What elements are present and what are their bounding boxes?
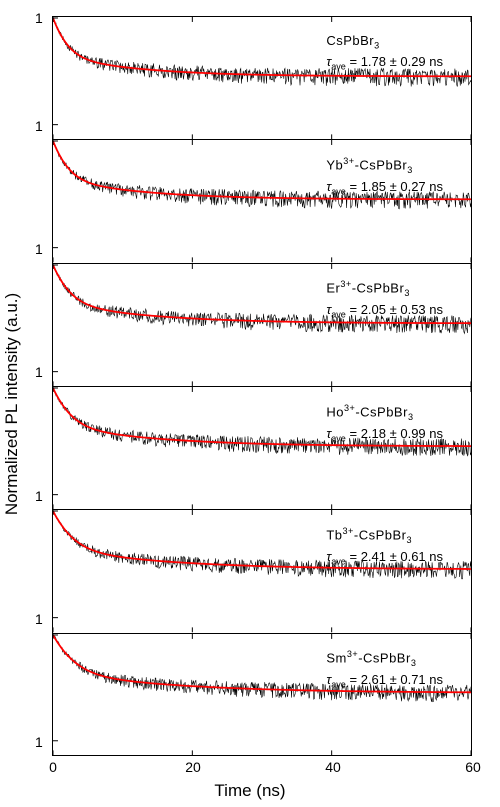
panel-label: Yb3+-CsPbBr3τave = 1.85 ± 0.27 ns [326,154,443,199]
x-tick-label: 60 [465,759,481,775]
y-tick-label: 1 [35,10,43,26]
decay-panel: 10204060Sm3+-CsPbBr3τave = 2.61 ± 0.71 n… [52,633,472,756]
panel-label: Tb3+-CsPbBr3τave = 2.41 ± 0.61 ns [326,524,443,569]
tau-value: τave = 1.85 ± 0.27 ns [326,177,443,199]
tau-value: τave = 1.78 ± 0.29 ns [326,52,443,74]
panel-label: Sm3+-CsPbBr3τave = 2.61 ± 0.71 ns [326,647,443,692]
sample-name: Yb3+-CsPbBr3 [326,154,443,177]
tau-value: τave = 2.61 ± 0.71 ns [326,670,443,692]
decay-panel: 1Yb3+-CsPbBr3τave = 1.85 ± 0.27 ns [52,139,472,262]
y-tick-label: 1 [35,118,43,134]
panel-label: Ho3+-CsPbBr3τave = 2.18 ± 0.99 ns [326,401,443,446]
panel-label: Er3+-CsPbBr3τave = 2.05 ± 0.53 ns [326,277,443,322]
sample-name: CsPbBr3 [326,31,443,53]
decay-panel: 1Tb3+-CsPbBr3τave = 2.41 ± 0.61 ns [52,509,472,632]
tau-value: τave = 2.41 ± 0.61 ns [326,547,443,569]
tau-value: τave = 2.18 ± 0.99 ns [326,424,443,446]
chart-container: 11CsPbBr3τave = 1.78 ± 0.29 ns1Yb3+-CsPb… [52,16,472,756]
x-tick-label: 40 [325,759,341,775]
y-tick-label: 1 [35,611,43,627]
panel-label: CsPbBr3τave = 1.78 ± 0.29 ns [326,31,443,74]
y-tick-label: 1 [35,241,43,257]
tau-value: τave = 2.05 ± 0.53 ns [326,300,443,322]
y-axis-label: Normalized PL intensity (a.u.) [2,292,22,514]
decay-panel: 11CsPbBr3τave = 1.78 ± 0.29 ns [52,16,472,139]
y-tick-label: 1 [35,734,43,750]
decay-panel: 1Ho3+-CsPbBr3τave = 2.18 ± 0.99 ns [52,386,472,509]
x-tick-label: 0 [49,759,57,775]
decay-panel: 1Er3+-CsPbBr3τave = 2.05 ± 0.53 ns [52,263,472,386]
y-tick-label: 1 [35,488,43,504]
sample-name: Ho3+-CsPbBr3 [326,401,443,424]
sample-name: Tb3+-CsPbBr3 [326,524,443,547]
y-tick-label: 1 [35,364,43,380]
x-tick-label: 20 [185,759,201,775]
sample-name: Er3+-CsPbBr3 [326,277,443,300]
x-axis-label: Time (ns) [214,781,285,801]
sample-name: Sm3+-CsPbBr3 [326,647,443,670]
